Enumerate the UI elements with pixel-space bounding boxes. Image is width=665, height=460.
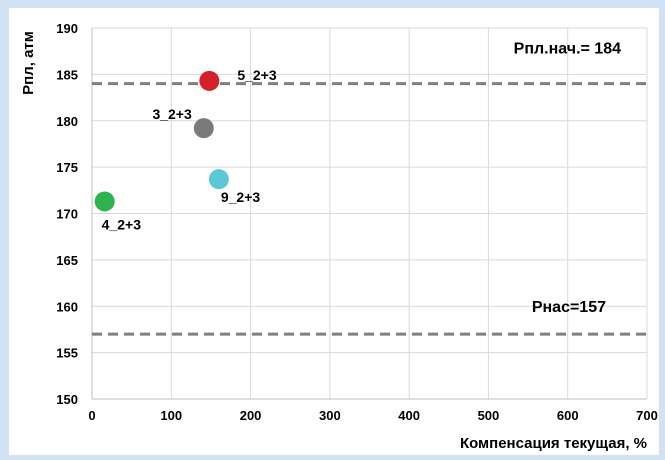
data-point-label: 5_2+3 xyxy=(237,67,277,83)
data-point xyxy=(208,169,229,190)
data-point-label: 4_2+3 xyxy=(102,216,142,232)
data-point-label: 3_2+3 xyxy=(152,106,192,122)
x-tick-label: 400 xyxy=(398,408,420,423)
x-tick-label: 300 xyxy=(319,408,341,423)
x-axis-label: Компенсация текущая, % xyxy=(460,435,647,452)
y-tick-label: 185 xyxy=(56,67,78,82)
data-points: 5_2+3 3_2+3 9_2+3 4_2+3 xyxy=(94,67,277,232)
y-tick-label: 150 xyxy=(56,392,78,407)
x-tick-label: 0 xyxy=(88,408,95,423)
data-point-label: 9_2+3 xyxy=(221,189,261,205)
data-point xyxy=(199,70,220,91)
y-tick-label: 180 xyxy=(56,114,78,129)
grid-lines xyxy=(92,27,648,400)
y-tick-label: 175 xyxy=(56,160,78,175)
chart-panel: Рпл.нач.= 184 Рнас=157 5_2+3 3_2+3 9_2+3 4_2… xyxy=(9,8,659,455)
x-tick-label: 600 xyxy=(557,408,579,423)
scatter-chart: Рпл.нач.= 184 Рнас=157 5_2+3 3_2+3 9_2+3 4_2… xyxy=(20,21,658,452)
y-tick-label: 155 xyxy=(56,346,78,361)
y-tick-label: 165 xyxy=(56,253,78,268)
axes xyxy=(91,28,647,400)
y-tick-label: 170 xyxy=(56,207,78,222)
y-axis-label: Рпл, атм xyxy=(20,31,37,95)
reference-line-label: Рнас=157 xyxy=(532,299,606,316)
x-tick-label: 100 xyxy=(160,408,182,423)
reference-line-label: Рпл.нач.= 184 xyxy=(514,41,621,58)
x-tick-label: 700 xyxy=(636,408,658,423)
data-point xyxy=(94,191,115,212)
reference-lines: Рпл.нач.= 184 Рнас=157 xyxy=(92,41,647,336)
data-point xyxy=(193,118,214,139)
tick-labels: 150 155 160 165 170 175 180 185 190 0 100 200 300 400… xyxy=(56,21,658,423)
y-tick-label: 160 xyxy=(56,299,78,314)
x-tick-label: 200 xyxy=(240,408,262,423)
y-tick-label: 190 xyxy=(56,21,78,36)
x-tick-label: 500 xyxy=(478,408,500,423)
